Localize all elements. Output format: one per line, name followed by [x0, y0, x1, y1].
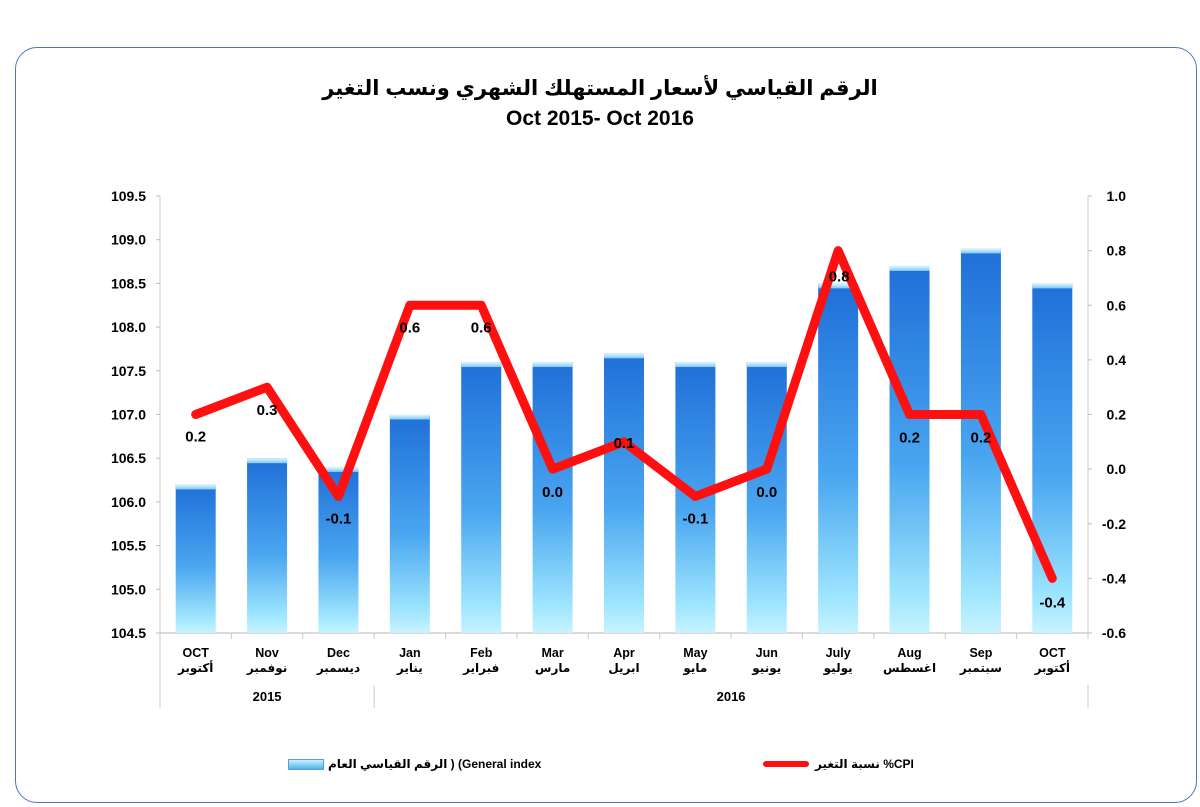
y-left-tick-label: 109.5 — [111, 188, 146, 204]
y-right-tick-label: 0.2 — [1107, 407, 1127, 423]
y-right-tick-label: 0.0 — [1107, 461, 1127, 477]
x-tick-label-en: OCT — [182, 646, 209, 660]
bar-cap — [461, 362, 502, 368]
x-tick-label-en: Nov — [255, 646, 279, 660]
cpi-data-label: -0.1 — [682, 510, 708, 527]
x-tick-label-en: Jun — [756, 646, 778, 660]
x-tick-label-en: Mar — [541, 646, 563, 660]
bar-cap — [1032, 283, 1073, 289]
y-left-tick-label: 105.0 — [111, 581, 146, 597]
y-left-tick-label: 104.5 — [111, 625, 146, 641]
cpi-data-label: 0.2 — [899, 430, 920, 447]
x-tick-label-en: Dec — [327, 646, 350, 660]
cpi-data-label: 0.3 — [257, 402, 278, 419]
x-tick-label-en: Jan — [399, 646, 421, 660]
line-group — [191, 246, 1057, 583]
cpi-data-label: 0.6 — [399, 319, 420, 336]
y-left-tick-label: 109.0 — [111, 232, 146, 248]
bar-general-index — [604, 353, 644, 633]
y-left-tick-label: 108.5 — [111, 275, 146, 291]
legend-bar-label: General index) ( الرقم القياسي العام — [328, 757, 542, 771]
bar-general-index — [818, 283, 859, 633]
bar-general-index — [175, 484, 216, 633]
x-tick-label-ar: مايو — [682, 661, 707, 676]
y-right-tick-label: 0.4 — [1107, 352, 1127, 368]
cpi-data-label: 0.0 — [756, 484, 777, 501]
bar-cap — [818, 283, 859, 289]
legend-bar-swatch — [288, 758, 324, 770]
bar-cap — [960, 248, 1001, 254]
cpi-data-label: 0.6 — [471, 319, 492, 336]
cpi-change-line — [191, 246, 1057, 583]
x-tick-label-en: July — [826, 646, 851, 660]
x-tick-label-ar: يوليو — [823, 661, 853, 676]
bar-general-index — [532, 362, 573, 633]
y-left-tick-label: 106.0 — [111, 494, 146, 510]
y-right-tick-label: 0.8 — [1107, 243, 1127, 259]
labels-group: 104.5 105.0 105.5 106.0 106.5 107.0 107.5 108.0… — [111, 188, 1126, 704]
legend-cpi-change: CPI% نسبة التغير — [763, 754, 914, 774]
bar-general-index — [889, 265, 930, 633]
x-tick-label-en: Apr — [613, 646, 635, 660]
cpi-data-label: 0.0 — [542, 484, 563, 501]
legend-line-swatch — [763, 761, 809, 767]
chart-title-english: Oct 2015- Oct 2016 — [506, 107, 694, 130]
bar-cap — [175, 484, 216, 490]
bar-general-index — [746, 362, 787, 633]
x-tick-label-ar: فبراير — [462, 661, 499, 675]
x-tick-label-en: May — [683, 646, 707, 660]
y-left-tick-label: 107.0 — [111, 407, 146, 423]
x-tick-label-ar: يناير — [396, 661, 423, 675]
x-tick-label-ar: اغسطس — [883, 661, 936, 675]
chart-title-arabic: الرقم القياسي لأسعار المستهلك الشهري ونس… — [322, 77, 878, 100]
x-tick-label-en: Feb — [470, 646, 493, 660]
y-right-tick-label: -0.4 — [1102, 570, 1126, 586]
cpi-data-label: -0.1 — [326, 510, 352, 527]
x-tick-label-ar: أكتوبر — [177, 660, 213, 676]
bar-cap — [247, 458, 288, 464]
x-tick-label-en: OCT — [1039, 646, 1066, 660]
bar-cap — [675, 362, 716, 368]
x-tick-label-en: Aug — [897, 646, 921, 660]
x-tick-label-ar: أكتوبر — [1034, 660, 1070, 676]
y-right-tick-label: 0.6 — [1107, 297, 1127, 313]
cpi-data-label: 0.1 — [614, 435, 635, 452]
cpi-data-label: 0.8 — [829, 269, 850, 286]
y-right-tick-label: 1.0 — [1107, 188, 1127, 204]
bar-cap — [318, 466, 359, 472]
x-tick-label-ar: ديسمبر — [316, 661, 360, 675]
x-tick-label-ar: مارس — [535, 661, 570, 675]
x-tick-label-ar: يونيو — [751, 661, 781, 676]
cpi-data-label: -0.4 — [1039, 594, 1066, 611]
y-right-tick-label: -0.6 — [1102, 625, 1126, 641]
bar-general-index — [461, 362, 502, 633]
bar-cap — [889, 265, 930, 271]
y-left-tick-label: 108.0 — [111, 319, 146, 335]
y-left-tick-label: 106.5 — [111, 450, 146, 466]
year-label: 2016 — [717, 689, 746, 704]
x-tick-label-ar: نوفمبر — [246, 661, 287, 676]
y-right-tick-label: -0.2 — [1102, 516, 1126, 532]
bar-cap — [389, 414, 430, 420]
cpi-data-label: 0.2 — [970, 430, 991, 447]
bar-cap — [746, 362, 787, 368]
x-tick-label-en: Sep — [969, 646, 992, 660]
year-label: 2015 — [253, 689, 282, 704]
bar-cap — [532, 362, 573, 368]
cpi-data-label: 0.2 — [185, 429, 206, 446]
bar-general-index — [247, 458, 288, 633]
bar-general-index — [389, 414, 430, 633]
legend-line-label: CPI% نسبة التغير — [815, 757, 914, 771]
x-tick-label-ar: سبتمبر — [959, 661, 1002, 675]
legend-general-index: General index) ( الرقم القياسي العام — [288, 754, 541, 774]
y-left-tick-label: 105.5 — [111, 538, 146, 554]
y-left-tick-label: 107.5 — [111, 363, 146, 379]
bar-cap — [604, 353, 644, 359]
x-tick-label-ar: ابريل — [608, 661, 639, 675]
